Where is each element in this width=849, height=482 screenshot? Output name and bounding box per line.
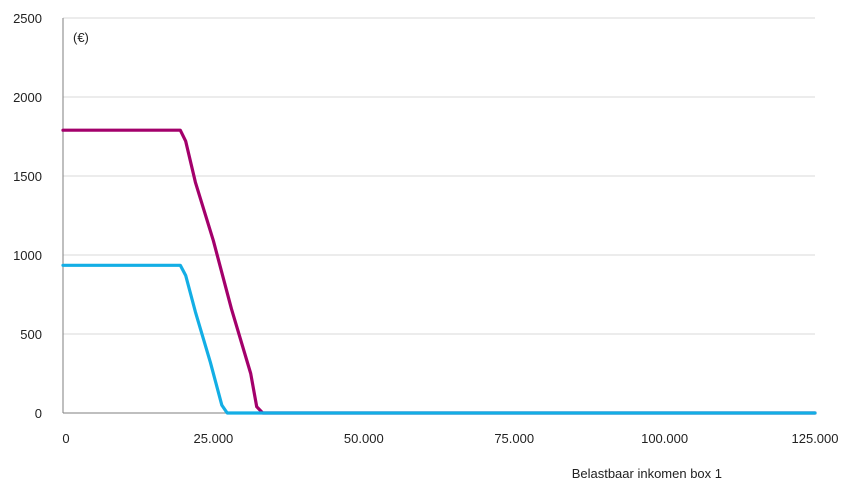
x-tick-label: 75.000 <box>494 431 534 446</box>
x-tick-label: 125.000 <box>792 431 839 446</box>
x-tick-label: 0 <box>62 431 69 446</box>
x-tick-label: 50.000 <box>344 431 384 446</box>
y-tick-label: 0 <box>35 406 42 421</box>
y-axis-unit-label: (€) <box>73 30 89 45</box>
series-line-2 <box>61 263 817 415</box>
axes <box>62 18 815 414</box>
y-tick-label: 2500 <box>13 11 42 26</box>
y-tick-label: 500 <box>20 327 42 342</box>
x-tick-label: 25.000 <box>194 431 234 446</box>
series-layer <box>61 128 817 415</box>
y-tick-label: 2000 <box>13 90 42 105</box>
series-line-1 <box>61 128 817 415</box>
y-tick-label: 1500 <box>13 169 42 184</box>
tick-labels: 0 500 1000 1500 2000 2500 0 25.000 50.000 75.000 1… <box>13 11 838 446</box>
x-axis-title: Belastbaar inkomen box 1 <box>572 466 722 481</box>
gridlines <box>63 17 815 335</box>
y-tick-label: 1000 <box>13 248 42 263</box>
x-tick-label: 100.000 <box>641 431 688 446</box>
